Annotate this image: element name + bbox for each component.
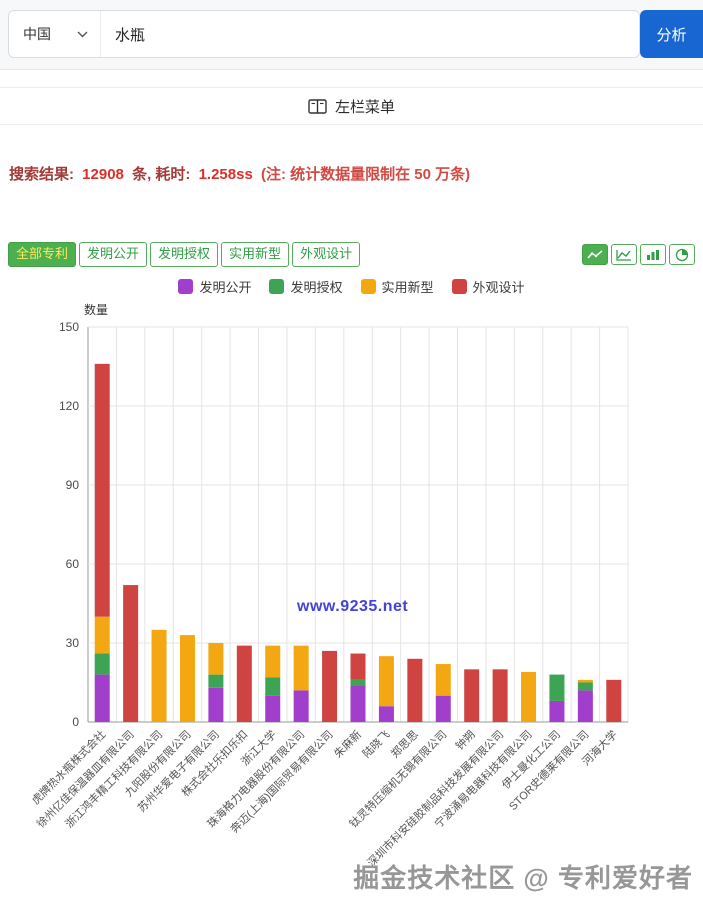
tab-utility-model[interactable]: 实用新型 xyxy=(221,242,290,267)
chart-watermark: www.9235.net xyxy=(297,598,409,615)
chart-legend: 发明公开 发明授权 实用新型 外观设计 xyxy=(0,277,703,296)
stacked-bar-chart: 0306090120150数量虎牌热水瓶株式会社徐州亿佳保温器皿有限公司浙江鸿丰… xyxy=(28,302,629,869)
line-chart-icon xyxy=(616,249,631,261)
search-card: 中国 xyxy=(8,10,640,58)
country-select-value: 中国 xyxy=(23,26,51,42)
search-input[interactable] xyxy=(101,25,639,43)
legend-swatch-orange xyxy=(360,279,376,294)
bar-chart-button[interactable] xyxy=(640,244,666,265)
tab-all-patents[interactable]: 全部专利 xyxy=(8,242,77,267)
svg-text:0: 0 xyxy=(72,715,79,729)
legend-item-utility-model[interactable]: 实用新型 xyxy=(360,277,434,296)
legend-swatch-purple xyxy=(178,279,194,294)
legend-label: 发明授权 xyxy=(290,280,343,295)
pie-chart-icon xyxy=(675,248,689,261)
legend-item-design[interactable]: 外观设计 xyxy=(451,277,525,296)
results-count: 12908 xyxy=(82,166,124,183)
svg-text:120: 120 xyxy=(59,399,79,413)
svg-text:数量: 数量 xyxy=(84,302,108,317)
analyze-button[interactable]: 分析 xyxy=(640,10,703,58)
results-note: (注: 统计数据量限制在 50 万条) xyxy=(260,166,471,183)
legend-swatch-red xyxy=(451,279,467,294)
svg-text:朱麻新: 朱麻新 xyxy=(331,727,364,760)
results-middle: 条, 耗时: xyxy=(132,166,191,183)
svg-text:30: 30 xyxy=(66,636,80,650)
search-results-summary: 搜索结果: 12908 条, 耗时: 1.258ss (注: 统计数据量限制在 … xyxy=(9,163,474,184)
chevron-down-icon xyxy=(77,31,88,37)
svg-text:陆晓飞: 陆晓飞 xyxy=(359,727,392,760)
left-menu-toggle[interactable]: 左栏菜单 xyxy=(0,87,703,125)
legend-item-invention-publication[interactable]: 发明公开 xyxy=(178,277,251,296)
results-label: 搜索结果: xyxy=(9,166,74,183)
columns-icon xyxy=(308,98,327,114)
tab-invention-publication[interactable]: 发明公开 xyxy=(79,242,148,267)
svg-text:90: 90 xyxy=(66,478,80,492)
legend-label: 实用新型 xyxy=(381,280,434,295)
legend-label: 外观设计 xyxy=(472,280,525,295)
line-chart-button[interactable] xyxy=(611,244,637,265)
legend-label: 发明公开 xyxy=(199,280,252,295)
trend-chart-button[interactable] xyxy=(582,244,608,265)
legend-item-invention-grant[interactable]: 发明授权 xyxy=(269,277,343,296)
svg-text:150: 150 xyxy=(59,320,79,334)
tab-design[interactable]: 外观设计 xyxy=(292,242,361,267)
tab-invention-grant[interactable]: 发明授权 xyxy=(150,242,219,267)
footer-watermark: 掘金技术社区 @ 专利爱好者 xyxy=(353,863,693,893)
patent-type-tabs: 全部专利 发明公开 发明授权 实用新型 外观设计 xyxy=(8,242,361,267)
legend-swatch-green xyxy=(269,279,285,294)
country-select[interactable]: 中国 xyxy=(9,11,101,57)
results-time: 1.258ss xyxy=(198,166,253,183)
pie-chart-button[interactable] xyxy=(669,244,695,265)
chart-type-buttons xyxy=(582,244,695,265)
svg-text:60: 60 xyxy=(66,557,80,571)
top-search-bar: 中国 分析 xyxy=(0,0,703,70)
bar-chart-icon xyxy=(647,249,659,260)
svg-text:钟朔: 钟朔 xyxy=(452,727,477,752)
left-menu-label: 左栏菜单 xyxy=(334,98,395,116)
trend-chart-icon xyxy=(587,249,603,258)
